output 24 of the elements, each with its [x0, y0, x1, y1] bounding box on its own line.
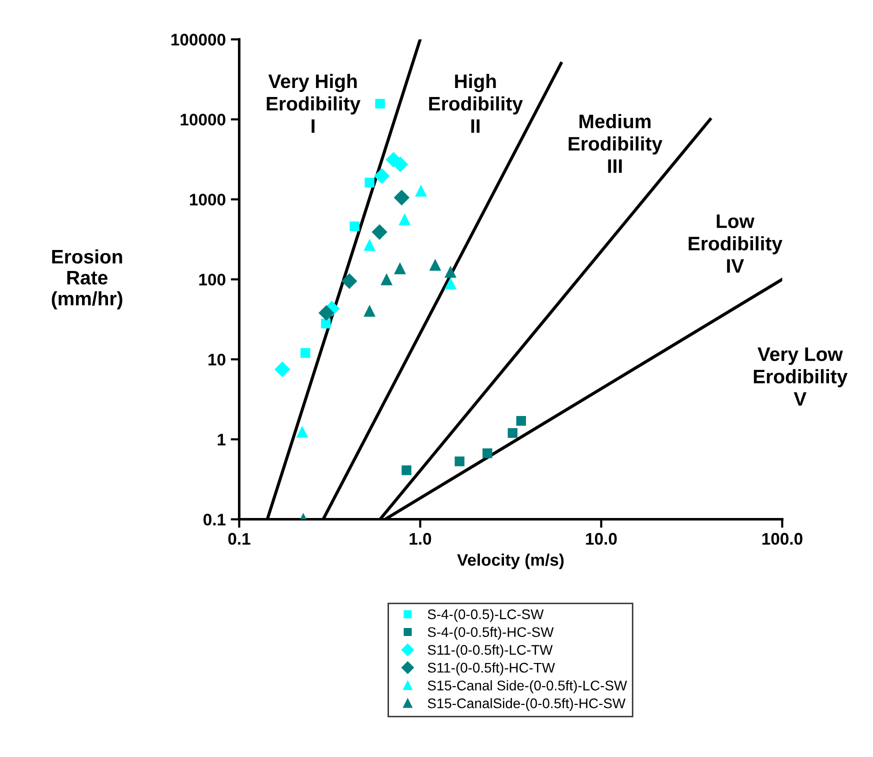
y-tick-label: 1000: [190, 194, 226, 206]
x-tick-label: 10.0: [586, 532, 617, 545]
y-axis-title: Erosion Rate (mm/hr): [52, 249, 122, 310]
x-tick-label: 0.1: [228, 532, 250, 545]
legend-label: S11-(0-0.5ft)-HC-TW: [428, 662, 555, 676]
y-tick-label: 10000: [180, 114, 226, 126]
y-tick-label: 100000: [171, 34, 226, 46]
legend-label: S11-(0-0.5ft)-LC-TW: [428, 644, 553, 658]
x-tick-label: 100.0: [762, 532, 802, 545]
y-tick-label: 0.1: [204, 514, 226, 526]
legend-label: S15-CanalSide-(0-0.5ft)-HC-SW: [428, 698, 626, 711]
y-tick-label: 100: [199, 274, 226, 286]
annotation: Low Erodibility IV: [688, 214, 782, 273]
annotation: Medium Erodibility III: [568, 114, 662, 173]
y-tick-label: 1: [218, 434, 226, 446]
legend-label: S-4-(0-0.5)-LC-SW: [428, 609, 544, 622]
legend-label: S15-Canal Side-(0-0.5ft)-LC-SW: [428, 680, 628, 694]
y-tick-label: 10: [208, 354, 226, 366]
annotation: High Erodibility II: [429, 74, 523, 133]
annotation: Very High Erodibility I: [266, 74, 360, 133]
x-axis-title: Velocity (m/s): [457, 554, 564, 570]
legend-label: S-4-(0-0.5ft)-HC-SW: [428, 626, 554, 640]
annotation: Very Low Erodibility V: [754, 348, 848, 406]
x-tick-label: 1.0: [410, 532, 432, 545]
